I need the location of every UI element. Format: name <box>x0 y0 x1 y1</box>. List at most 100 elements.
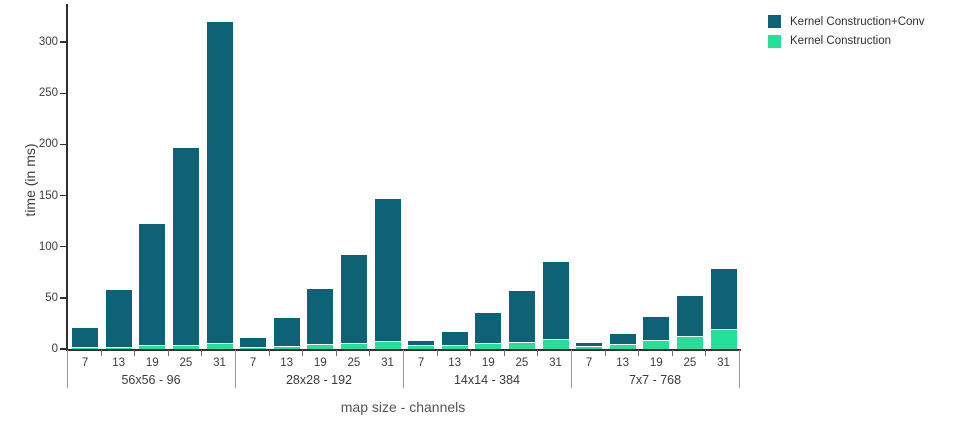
x-category-label: 31 <box>549 357 562 369</box>
group-separator <box>738 350 740 388</box>
y-tick-label: 0 <box>51 343 58 355</box>
group-separator <box>234 350 236 388</box>
group-label: 14x14 - 384 <box>453 373 521 387</box>
group-separator <box>402 350 404 388</box>
x-category-label: 19 <box>649 357 663 369</box>
x-minor-tick <box>604 350 606 356</box>
y-axis-title: time (in ms) <box>22 143 38 217</box>
group-label: 7x7 - 768 <box>628 373 682 387</box>
x-minor-tick <box>167 350 169 356</box>
bar-segment-separator <box>307 343 334 345</box>
group-separator <box>66 350 68 388</box>
y-tick-mark <box>60 41 66 43</box>
bar-segment-separator <box>206 343 233 345</box>
legend-swatch-kernel-construction <box>768 34 781 48</box>
x-minor-tick <box>638 350 640 356</box>
x-minor-tick <box>268 350 270 356</box>
legend-swatch-kernel-construction-conv <box>768 15 781 29</box>
group-separator <box>570 350 572 388</box>
y-tick-mark <box>60 245 66 248</box>
bar-segment-separator <box>240 346 267 348</box>
x-category-label: 19 <box>313 357 327 369</box>
x-category-label: 7 <box>585 357 593 369</box>
bar-segment-separator <box>408 345 435 347</box>
bar-segment-separator <box>676 335 703 337</box>
y-tick-mark <box>60 348 66 350</box>
bar-total <box>139 224 166 349</box>
x-minor-tick <box>503 350 505 356</box>
bar-total <box>340 254 367 349</box>
bar-total <box>206 21 233 349</box>
bar-segment-separator <box>340 343 367 345</box>
bar-segment-separator <box>139 345 166 347</box>
y-tick-label: 250 <box>38 87 58 100</box>
bar-total <box>72 327 99 349</box>
x-category-label: 13 <box>280 357 294 369</box>
bar-total <box>105 289 132 349</box>
bar-segment-separator <box>273 346 300 348</box>
bar-segment-separator <box>609 344 636 346</box>
bar-kernel-construction <box>340 344 367 349</box>
bar-segment-separator <box>374 340 401 342</box>
x-axis-line <box>66 349 741 351</box>
x-minor-tick <box>705 350 707 356</box>
bar-kernel-construction <box>542 339 569 349</box>
x-category-label: 25 <box>683 357 697 369</box>
bar-kernel-construction <box>475 343 502 349</box>
x-minor-tick <box>134 350 136 356</box>
y-tick-label: 50 <box>45 291 58 304</box>
y-tick-label: 300 <box>38 36 58 49</box>
y-tick-label: 100 <box>38 240 58 253</box>
legend-label: Kernel Construction+Conv <box>790 15 925 28</box>
y-axis-line <box>66 4 68 351</box>
x-category-label: 13 <box>616 357 630 369</box>
y-tick-label: 150 <box>38 189 58 202</box>
bar-segment-separator <box>172 345 199 347</box>
bar-kernel-construction <box>206 344 233 349</box>
bar-total <box>374 198 401 349</box>
bar-kernel-construction <box>139 346 166 349</box>
bar-total <box>542 262 569 349</box>
bar-kernel-construction <box>72 348 99 349</box>
bar-kernel-construction <box>105 347 132 349</box>
group-label: 56x56 - 96 <box>121 373 181 387</box>
bar-kernel-construction <box>609 345 636 349</box>
x-category-label: 25 <box>515 357 529 369</box>
bar-kernel-construction <box>643 341 670 349</box>
bar-kernel-construction <box>676 336 703 349</box>
bar-segment-separator <box>441 344 468 346</box>
bar-segment-separator <box>576 345 603 347</box>
x-category-label: 25 <box>347 357 361 369</box>
bar-total <box>408 341 435 349</box>
bar-total <box>240 337 267 349</box>
bar-kernel-construction <box>710 330 737 349</box>
x-minor-tick <box>302 350 304 356</box>
bar-total <box>273 318 300 349</box>
bar-kernel-construction <box>172 346 199 349</box>
x-minor-tick <box>369 350 371 356</box>
y-tick-mark <box>60 143 66 146</box>
bar-segment-separator <box>542 338 569 340</box>
x-axis-title: map size - channels <box>340 399 466 415</box>
x-minor-tick <box>671 350 673 356</box>
bar-kernel-construction <box>508 342 535 349</box>
legend-entry: Kernel Construction <box>768 32 953 52</box>
x-category-label: 19 <box>145 357 159 369</box>
x-category-label: 19 <box>481 357 495 369</box>
x-category-label: 25 <box>179 357 193 369</box>
bar-kernel-construction <box>576 346 603 349</box>
bar-segment-separator <box>475 342 502 344</box>
y-tick-mark <box>60 92 66 95</box>
x-category-label: 7 <box>81 357 89 369</box>
x-minor-tick <box>335 350 337 356</box>
bar-kernel-construction <box>374 341 401 349</box>
x-category-label: 13 <box>448 357 462 369</box>
y-tick-label: 200 <box>38 138 58 151</box>
bar-segment-separator <box>72 347 99 349</box>
bar-total <box>172 147 199 349</box>
x-minor-tick <box>470 350 472 356</box>
bar-kernel-construction <box>273 347 300 349</box>
x-minor-tick <box>201 350 203 356</box>
x-category-label: 13 <box>112 357 126 369</box>
